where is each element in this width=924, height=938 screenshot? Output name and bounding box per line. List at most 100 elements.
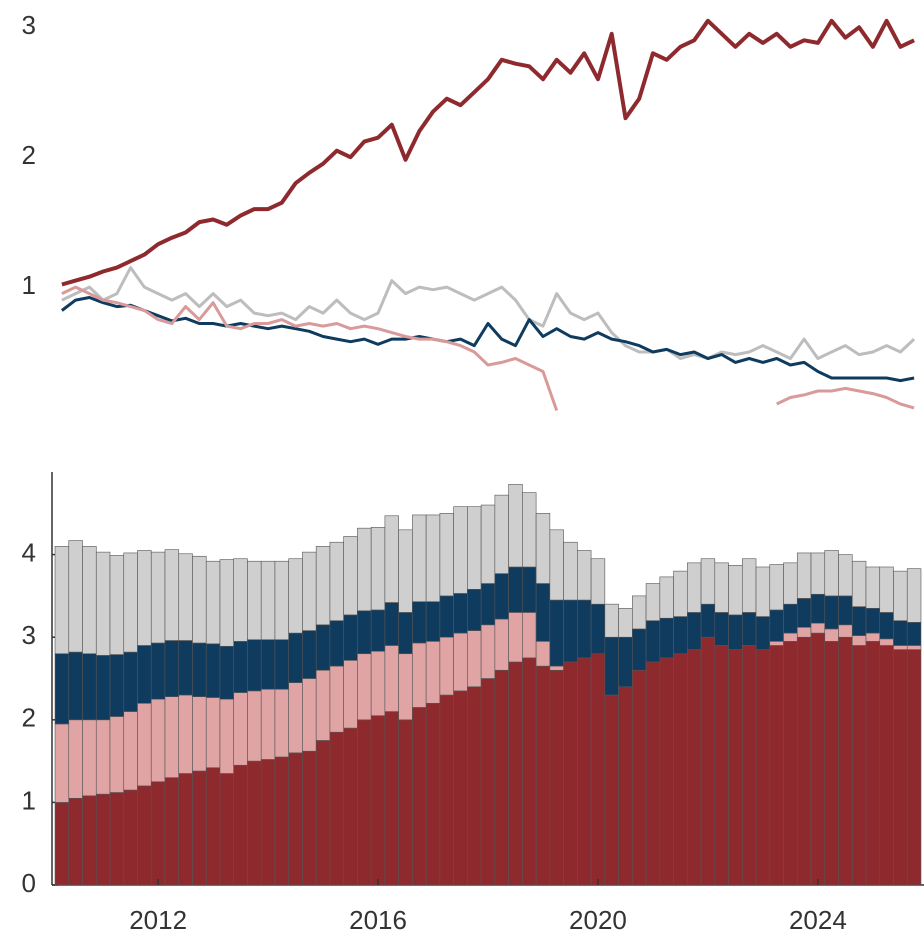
y-tick-label: 1	[22, 270, 36, 300]
bar-segment	[618, 607, 633, 638]
bar-segment	[508, 612, 523, 663]
bar-segment	[508, 661, 523, 886]
bar-segment	[865, 566, 881, 609]
bar-segment	[192, 642, 207, 697]
bar-segment	[838, 624, 853, 638]
bar-segment	[700, 636, 716, 886]
bar-segment	[150, 698, 166, 783]
bar-segment	[604, 636, 619, 696]
bar-segment	[274, 639, 289, 690]
bar-segment	[398, 612, 413, 655]
bar-segment	[618, 686, 633, 886]
bar-segment	[137, 785, 152, 886]
bar-segment	[604, 694, 619, 886]
bar-segment	[164, 640, 180, 697]
bar-segment	[659, 657, 674, 886]
bar-segment	[659, 617, 674, 659]
x-tick-label: 2012	[129, 905, 187, 935]
y-tick-label: 2	[22, 703, 36, 733]
bar-segment	[549, 669, 564, 886]
y-tick-label: 3	[22, 10, 36, 40]
bar-segment	[205, 697, 221, 769]
bar-segment	[838, 595, 853, 626]
bar-segment	[288, 752, 303, 886]
bar-segment	[549, 665, 564, 671]
bar-segment	[82, 795, 97, 886]
bar-segment	[865, 607, 881, 634]
bar-segment	[315, 669, 331, 741]
bar-segment	[494, 573, 509, 620]
bar-segment	[439, 694, 454, 886]
bar-segment	[796, 636, 812, 886]
bar-segment	[838, 636, 853, 886]
bar-segment	[796, 626, 812, 638]
y-tick-label: 2	[22, 140, 36, 170]
bar-segment	[412, 601, 427, 644]
bar-segment	[357, 527, 372, 612]
bar-segment	[288, 682, 303, 754]
line	[776, 386, 915, 410]
bar-segment	[906, 645, 922, 650]
bar-segment	[370, 609, 386, 652]
bar-segment	[370, 650, 386, 716]
bar-segment	[82, 719, 97, 797]
line	[61, 285, 559, 411]
bar-segment	[150, 551, 166, 644]
bar-segment	[233, 641, 248, 693]
bar-segment	[522, 612, 537, 659]
bar-segment	[384, 645, 399, 712]
bar-segment	[164, 549, 180, 641]
bar-segment	[425, 702, 441, 886]
bar-segment	[357, 610, 372, 655]
bar-segment	[810, 632, 826, 886]
bar-segment	[315, 546, 331, 626]
bar-segment	[714, 612, 729, 646]
bar-segment	[95, 655, 111, 721]
bar-segment	[315, 740, 331, 886]
bar-segment	[824, 595, 839, 630]
bar-segment	[796, 552, 812, 599]
bar-segment	[205, 643, 221, 698]
bar-segment	[494, 618, 509, 671]
bar-segment	[329, 620, 344, 667]
bar-segment	[824, 641, 839, 886]
bar-segment	[783, 641, 798, 886]
bar-segment	[467, 588, 482, 631]
bar-segment	[893, 645, 908, 650]
y-tick-label: 0	[22, 868, 36, 898]
bar-segment	[645, 620, 661, 663]
bar-segment	[109, 555, 125, 655]
bar-segment	[906, 622, 922, 646]
bar-segment	[109, 654, 125, 717]
bar-segment	[769, 641, 784, 646]
bar-segment	[535, 641, 551, 667]
bar-segment	[178, 553, 193, 641]
bar-segment	[137, 702, 152, 787]
line	[61, 266, 916, 360]
bar-segment	[590, 558, 606, 605]
bar-segment	[329, 665, 344, 733]
bar-segment	[755, 616, 771, 650]
bar-segment	[645, 583, 661, 621]
bar-segment	[425, 514, 441, 602]
bar-segment	[480, 504, 496, 584]
bar-segment	[851, 560, 867, 607]
bar-segment	[150, 781, 166, 886]
bar-segment	[851, 645, 867, 886]
bar-segment	[123, 711, 138, 791]
bar-segment	[302, 750, 317, 886]
bar-segment	[590, 653, 606, 886]
bar-segment	[384, 711, 399, 886]
bar-segment	[769, 645, 784, 886]
bar-segment	[123, 789, 138, 886]
bar-segment	[879, 638, 894, 646]
bar-segment	[893, 620, 908, 646]
bar-segment	[659, 576, 674, 619]
bar-segment	[274, 756, 289, 886]
bar-segment	[577, 599, 592, 659]
bar-segment	[233, 692, 248, 766]
bar-segment	[82, 653, 97, 721]
bar-segment	[398, 719, 413, 886]
bar-segment	[851, 606, 867, 636]
